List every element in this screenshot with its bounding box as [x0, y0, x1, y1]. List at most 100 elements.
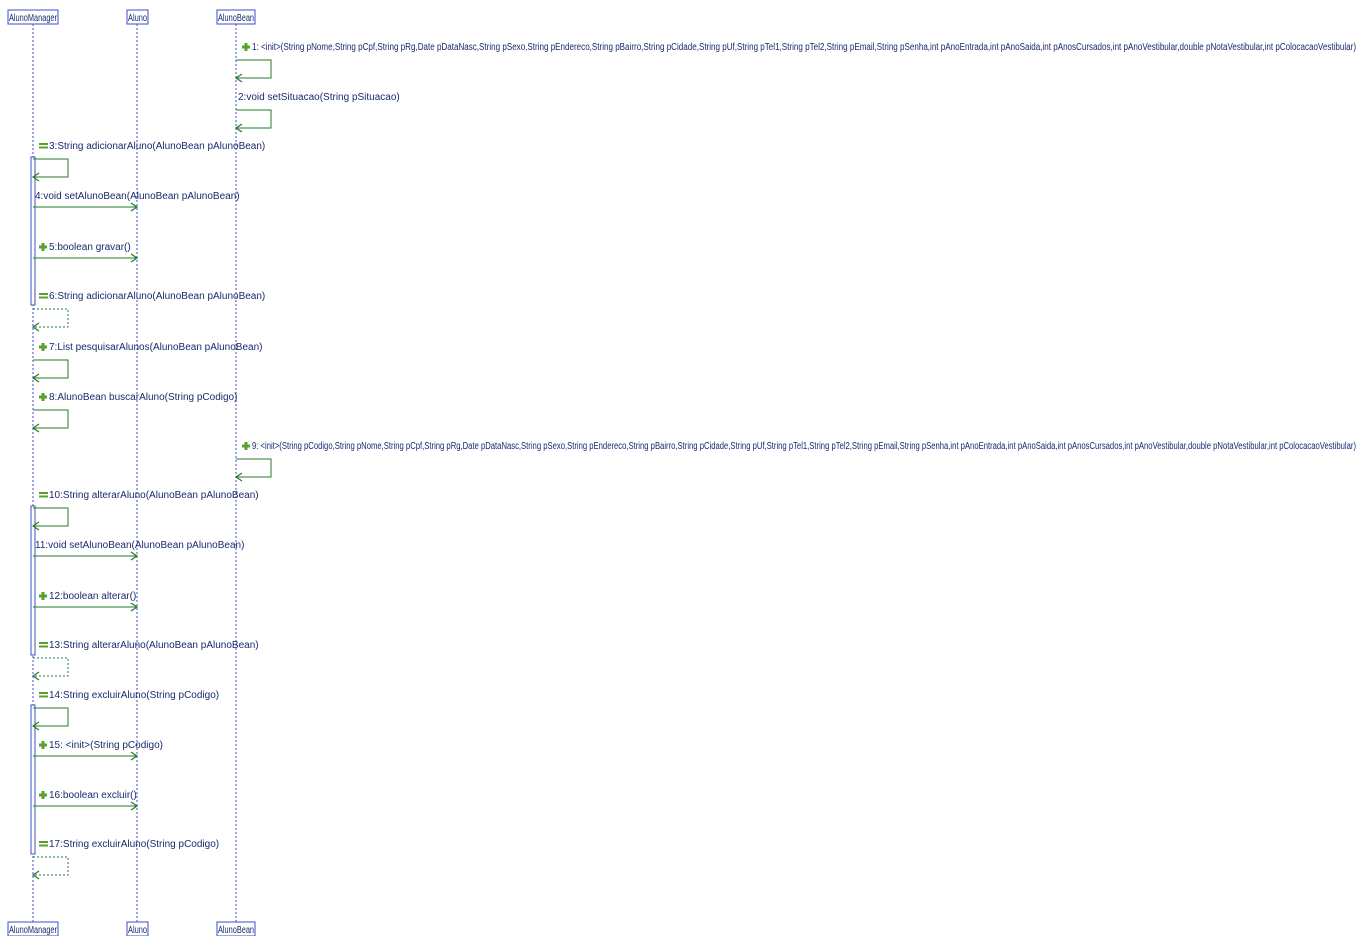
- arrow-head: [234, 123, 243, 133]
- arrow-head: [31, 870, 40, 880]
- lifeline-header-box: [126, 9, 149, 25]
- plus-icon: [242, 43, 250, 51]
- activations-layer: [30, 156, 36, 855]
- message-16[interactable]: 16:boolean excluir(): [33, 790, 139, 811]
- arrow-head: [130, 253, 139, 263]
- message-8[interactable]: 8:AlunoBean buscarAluno(String pCodigo): [31, 392, 237, 433]
- lifeline-header-bean-bottom[interactable]: AlunoBean: [216, 921, 256, 936]
- arrow-head: [130, 751, 139, 761]
- lifeline-header-bean-top[interactable]: AlunoBean: [216, 9, 256, 25]
- lifeline-header-box: [7, 9, 59, 25]
- message-label: 10:String alterarAluno(AlunoBean pAlunoB…: [49, 490, 259, 501]
- message-label: 6:String adicionarAluno(AlunoBean pAluno…: [49, 291, 265, 302]
- lifeline-header-box: [216, 921, 256, 936]
- message-label: 14:String excluirAluno(String pCodigo): [49, 690, 219, 701]
- plus-icon: [39, 243, 47, 251]
- activation-bar: [30, 704, 36, 855]
- message-2[interactable]: 2:void setSituacao(String pSituacao): [234, 92, 400, 133]
- lifeline-header-box: [216, 9, 256, 25]
- arrow-head: [31, 373, 40, 383]
- message-14[interactable]: 14:String excluirAluno(String pCodigo): [31, 690, 219, 731]
- self-message-loop: [33, 158, 69, 178]
- message-label: 4:void setAlunoBean(AlunoBean pAlunoBean…: [35, 191, 240, 202]
- lifeline-header-mgr-top[interactable]: AlunoManager: [7, 9, 59, 25]
- self-message-loop: [33, 507, 69, 527]
- message-10[interactable]: 10:String alterarAluno(AlunoBean pAlunoB…: [31, 490, 259, 531]
- message-3[interactable]: 3:String adicionarAluno(AlunoBean pAluno…: [31, 141, 265, 182]
- arrow-head: [31, 721, 40, 731]
- lifeline-header-aluno-bottom[interactable]: Aluno: [126, 921, 149, 936]
- message-17[interactable]: 17:String excluirAluno(String pCodigo): [31, 839, 219, 880]
- lifeline-header-mgr-bottom[interactable]: AlunoManager: [7, 921, 59, 936]
- arrow-head: [130, 202, 139, 212]
- message-13[interactable]: 13:String alterarAluno(AlunoBean pAlunoB…: [31, 640, 259, 681]
- self-message-loop: [236, 59, 272, 79]
- arrow-head: [31, 521, 40, 531]
- lifeline-name: AlunoManager: [9, 13, 57, 24]
- messages-layer: 1: <init>(String pNome,String pCpf,Strin…: [31, 42, 1356, 880]
- message-label: 1: <init>(String pNome,String pCpf,Strin…: [252, 42, 1356, 53]
- message-6[interactable]: 6:String adicionarAluno(AlunoBean pAluno…: [31, 291, 265, 332]
- self-message-loop: [236, 458, 272, 478]
- lifeline-name: AlunoManager: [9, 925, 57, 936]
- lifeline-name: Aluno: [128, 925, 147, 936]
- lifeline-header-aluno-top[interactable]: Aluno: [126, 9, 149, 25]
- message-4[interactable]: 4:void setAlunoBean(AlunoBean pAlunoBean…: [33, 191, 240, 212]
- equals-icon: [39, 143, 48, 149]
- message-15[interactable]: 15: <init>(String pCodigo): [33, 740, 163, 761]
- self-message-loop: [33, 409, 69, 429]
- equals-icon: [39, 642, 48, 648]
- activation-bar: [30, 156, 36, 306]
- arrow-head: [31, 322, 40, 332]
- message-label: 11:void setAlunoBean(AlunoBean pAlunoBea…: [35, 540, 244, 551]
- equals-icon: [39, 692, 48, 698]
- message-label: 16:boolean excluir(): [49, 790, 137, 801]
- arrow-head: [31, 172, 40, 182]
- message-label: 15: <init>(String pCodigo): [49, 740, 163, 751]
- lifeline-name: AlunoBean: [218, 13, 254, 24]
- arrow-head: [130, 801, 139, 811]
- lifeline-headers-layer: AlunoManager AlunoManager Aluno Aluno AlunoB…: [7, 9, 256, 936]
- arrow-head: [130, 602, 139, 612]
- message-label: 5:boolean gravar(): [49, 242, 131, 253]
- message-1[interactable]: 1: <init>(String pNome,String pCpf,Strin…: [234, 42, 1356, 83]
- lifeline-header-box: [7, 921, 59, 936]
- message-label: 13:String alterarAluno(AlunoBean pAlunoB…: [49, 640, 259, 651]
- lifeline-name: AlunoBean: [218, 925, 254, 936]
- self-message-loop: [33, 657, 69, 677]
- arrow-head: [234, 73, 243, 83]
- plus-icon: [242, 442, 250, 450]
- lifeline-header-box: [126, 921, 149, 936]
- message-12[interactable]: 12:boolean alterar(): [33, 591, 139, 612]
- plus-icon: [39, 343, 47, 351]
- self-message-loop: [33, 308, 69, 328]
- message-5[interactable]: 5:boolean gravar(): [33, 242, 139, 263]
- equals-icon: [39, 492, 48, 498]
- self-message-loop: [33, 359, 69, 379]
- message-label: 3:String adicionarAluno(AlunoBean pAluno…: [49, 141, 265, 152]
- plus-icon: [39, 393, 47, 401]
- self-message-loop: [236, 109, 272, 129]
- message-7[interactable]: 7:List pesquisarAlunos(AlunoBean pAlunoB…: [31, 342, 262, 383]
- message-label: 17:String excluirAluno(String pCodigo): [49, 839, 219, 850]
- message-label: 8:AlunoBean buscarAluno(String pCodigo): [49, 392, 237, 403]
- arrow-head: [31, 671, 40, 681]
- activation-bar: [30, 505, 36, 656]
- message-label: 7:List pesquisarAlunos(AlunoBean pAlunoB…: [49, 342, 262, 353]
- self-message-loop: [33, 856, 69, 876]
- equals-icon: [39, 841, 48, 847]
- equals-icon: [39, 293, 48, 299]
- message-label: 12:boolean alterar(): [49, 591, 136, 602]
- arrow-head: [234, 472, 243, 482]
- self-message-loop: [33, 707, 69, 727]
- plus-icon: [39, 791, 47, 799]
- message-label: 9: <init>(String pCodigo,String pNome,St…: [252, 441, 1356, 452]
- message-9[interactable]: 9: <init>(String pCodigo,String pNome,St…: [234, 441, 1356, 482]
- message-11[interactable]: 11:void setAlunoBean(AlunoBean pAlunoBea…: [33, 540, 244, 561]
- message-label: 2:void setSituacao(String pSituacao): [238, 92, 400, 103]
- arrow-head: [31, 423, 40, 433]
- plus-icon: [39, 741, 47, 749]
- plus-icon: [39, 592, 47, 600]
- arrow-head: [130, 551, 139, 561]
